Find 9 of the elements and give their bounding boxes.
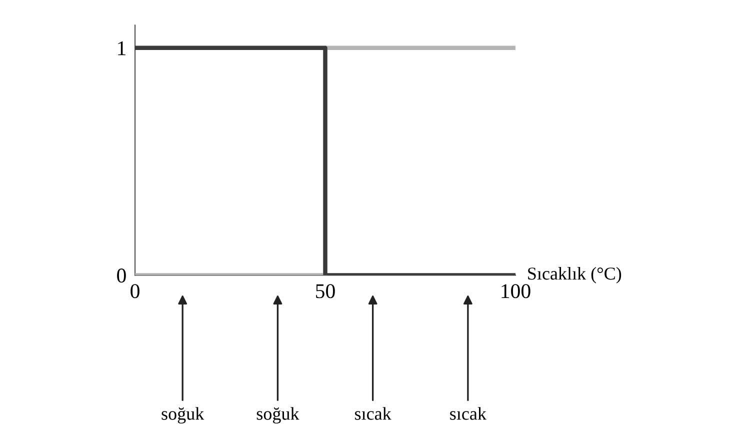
text: sıcak bbox=[355, 407, 392, 420]
x-tick-label: 100 bbox=[502, 284, 530, 298]
x-axis-title: Sıcaklık (°C) bbox=[528, 266, 622, 284]
x-tick-label: 50 bbox=[316, 284, 335, 298]
text: soğuk bbox=[162, 407, 204, 424]
text: sıcak bbox=[450, 407, 486, 420]
x-tick-label: 0 bbox=[130, 284, 140, 298]
y-tick-label: 1 bbox=[118, 41, 126, 56]
text: soğuk bbox=[256, 407, 300, 424]
